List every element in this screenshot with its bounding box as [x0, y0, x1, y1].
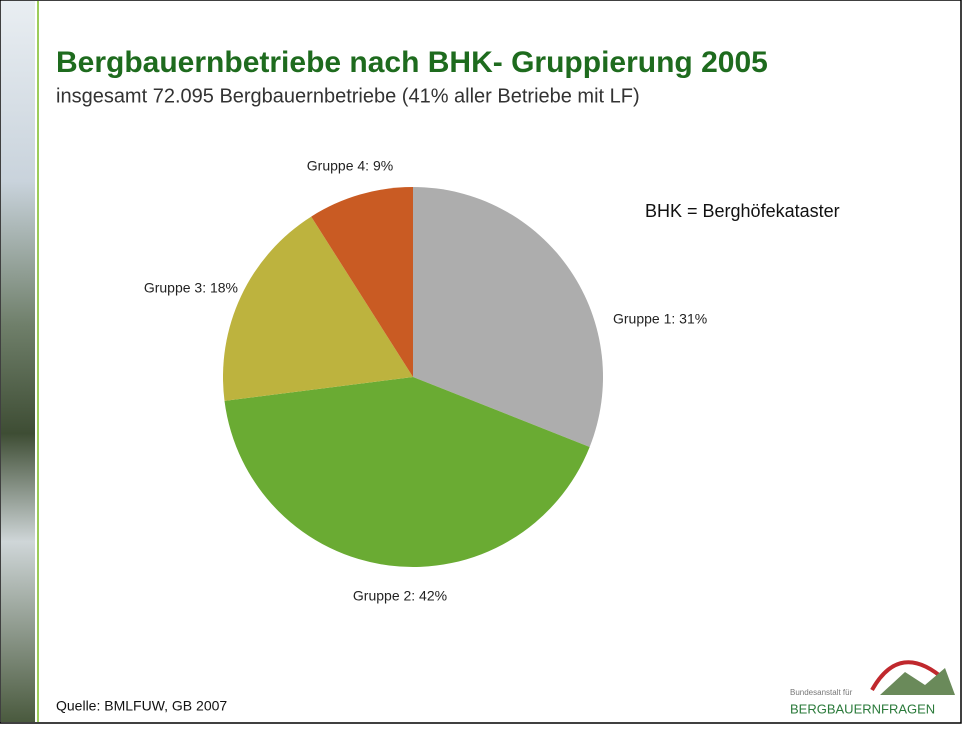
logo-mountain	[880, 668, 955, 695]
logo: Bundesanstalt für BERGBAUERNFRAGEN	[790, 660, 955, 716]
pie: Gruppe 1: 31% Gruppe 2: 42% Gruppe 3: 18% G…	[144, 158, 707, 604]
pie-slice	[413, 187, 604, 447]
logo-arc	[870, 660, 947, 691]
logo-small: Bundesanstalt für	[790, 688, 853, 697]
subtitle: insgesamt 72.095 Bergbauernbetriebe (41%…	[56, 85, 640, 107]
pie-slice	[311, 187, 413, 377]
annotation: BHK = Berghöfekataster	[645, 201, 840, 221]
source: Quelle: BMLFUW, GB 2007	[56, 698, 227, 714]
side-image	[1, 1, 35, 722]
slice-label: Gruppe 2: 42%	[353, 588, 447, 604]
slice-label: Gruppe 3: 18%	[144, 280, 238, 296]
title: Bergbauernbetriebe nach BHK- Gruppierung…	[56, 46, 768, 79]
pie-slice	[223, 216, 413, 401]
logo-name: BERGBAUERNFRAGEN	[790, 701, 935, 716]
slice-label: Gruppe 4: 9%	[307, 158, 393, 174]
slice-label: Gruppe 1: 31%	[613, 311, 707, 327]
pie-slice	[224, 377, 590, 567]
